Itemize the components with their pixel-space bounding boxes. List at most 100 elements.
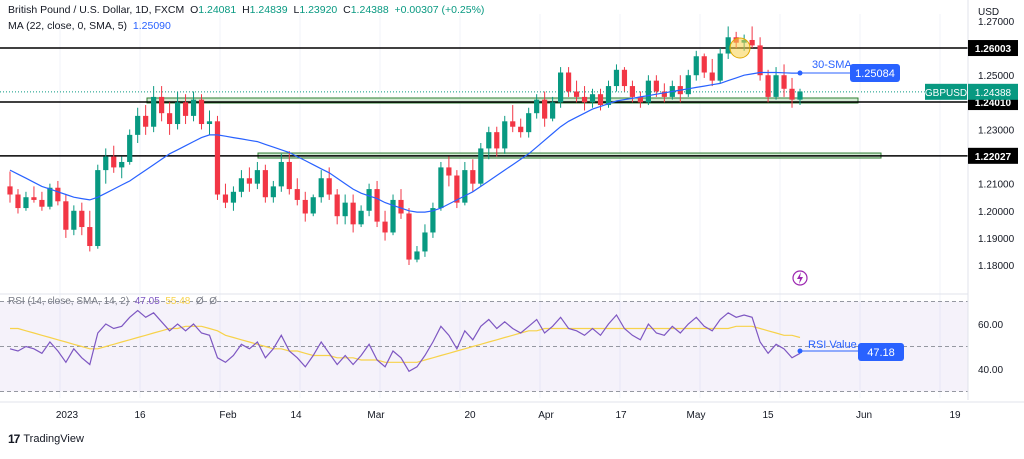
candle-body bbox=[430, 208, 436, 233]
price-tick-label: 1.19000 bbox=[978, 234, 1015, 245]
candle-body bbox=[71, 210, 77, 230]
lightning-icon bbox=[792, 270, 808, 286]
candle-body bbox=[565, 72, 572, 92]
symbol-badge-label: GBPUSD bbox=[925, 88, 967, 99]
rsi-annotation-dot bbox=[797, 348, 803, 354]
candle-body bbox=[573, 91, 580, 97]
high-label: H bbox=[242, 4, 250, 16]
candle-body bbox=[350, 202, 356, 225]
candle-body bbox=[151, 96, 157, 127]
candle-body bbox=[789, 88, 795, 100]
candle-body bbox=[15, 194, 21, 209]
candle-body bbox=[95, 170, 101, 247]
candle-body bbox=[246, 178, 252, 184]
candle-body bbox=[749, 39, 755, 46]
time-tick-label: Feb bbox=[219, 410, 237, 421]
rsi-pane: RSI Value 47.18 bbox=[0, 301, 968, 392]
time-tick-label: 20 bbox=[464, 410, 476, 421]
candle-body bbox=[111, 156, 117, 168]
time-tick-label: Mar bbox=[367, 410, 385, 421]
candle-body bbox=[494, 132, 500, 149]
tradingview-logo[interactable]: 17 TradingView bbox=[8, 432, 84, 446]
open-value: 1.24081 bbox=[198, 4, 237, 16]
candle-body bbox=[390, 199, 396, 233]
candle-body bbox=[462, 170, 468, 203]
candle-body bbox=[550, 102, 556, 119]
ma-legend-label: MA (22, close, 0, SMA, 5) bbox=[8, 20, 128, 32]
candle-body bbox=[757, 45, 763, 76]
change-value: +0.00307 (+0.25%) bbox=[394, 4, 485, 16]
candle-body bbox=[127, 134, 133, 162]
time-tick-label: 14 bbox=[290, 410, 302, 421]
candle-body bbox=[518, 126, 524, 133]
candle-body bbox=[581, 96, 588, 103]
candle-body bbox=[701, 56, 707, 73]
time-tick-label: Jun bbox=[856, 410, 872, 421]
highlight-circle bbox=[729, 37, 751, 59]
candle-body bbox=[366, 189, 372, 211]
candle-body bbox=[454, 175, 460, 203]
candle-body bbox=[406, 213, 412, 260]
price-tick-label: 1.21000 bbox=[978, 180, 1015, 191]
candle-body bbox=[486, 132, 492, 149]
candle-body bbox=[198, 99, 205, 125]
candle-body bbox=[238, 178, 245, 192]
last-price-badge-label: 1.24388 bbox=[975, 88, 1012, 99]
candle-body bbox=[534, 99, 540, 114]
candle-body bbox=[166, 113, 173, 125]
ma-legend-value: 1.25090 bbox=[132, 20, 171, 32]
level-badge-label: 1.26003 bbox=[975, 44, 1012, 55]
rsi-legend-label: RSI (14, close, SMA, 14, 2) bbox=[8, 296, 130, 307]
high-value: 1.24839 bbox=[249, 4, 288, 16]
candle-body bbox=[382, 221, 388, 233]
level-badge-label: 1.24010 bbox=[975, 98, 1012, 109]
candle-body bbox=[119, 161, 125, 168]
lightning-bolt-icon bbox=[797, 272, 803, 284]
candle-body bbox=[334, 194, 340, 217]
candle-body bbox=[135, 115, 141, 135]
candle-body bbox=[182, 102, 189, 116]
price-tick-label: 1.25000 bbox=[978, 71, 1015, 82]
ma-annotation-badge bbox=[850, 64, 900, 83]
close-value: 1.24388 bbox=[350, 4, 389, 16]
candle-body bbox=[478, 148, 484, 184]
candle-body bbox=[446, 167, 452, 176]
ma-legend: MA (22, close, 0, SMA, 5) 1.25090 bbox=[8, 20, 171, 32]
candle-body bbox=[797, 91, 803, 100]
candle-body bbox=[398, 199, 404, 214]
candle-body bbox=[438, 167, 444, 209]
ma-annotation-value: 1.25084 bbox=[855, 68, 895, 80]
candle-body bbox=[23, 197, 29, 209]
ma-line bbox=[9, 71, 800, 213]
candle-body bbox=[422, 232, 428, 252]
candle-body bbox=[318, 178, 324, 198]
candle-body bbox=[31, 197, 37, 200]
candle-body bbox=[510, 121, 516, 127]
time-tick-label: 17 bbox=[615, 410, 627, 421]
candle-body bbox=[605, 86, 612, 106]
candle-body bbox=[87, 227, 93, 247]
candle-body bbox=[262, 170, 268, 198]
price-tick-label: 1.23000 bbox=[978, 125, 1015, 136]
symbol-badge bbox=[925, 83, 967, 100]
candle-body bbox=[693, 56, 699, 76]
rsi-annotation-value: 47.18 bbox=[867, 347, 895, 359]
candle-body bbox=[302, 199, 308, 214]
candle-body bbox=[254, 170, 260, 184]
candle-body bbox=[286, 161, 292, 190]
candle-body bbox=[589, 94, 596, 103]
rsi-legend-value: 47.05 bbox=[134, 296, 160, 307]
rsi-tick-label: 40.00 bbox=[978, 365, 1003, 376]
symbol-title: British Pound / U.S. Dollar, 1D, FXCM bbox=[8, 4, 185, 16]
time-tick-label: May bbox=[687, 410, 706, 421]
price-tick-label: 1.27000 bbox=[978, 17, 1015, 28]
time-tick-label: 16 bbox=[134, 410, 146, 421]
low-label: L bbox=[293, 4, 300, 16]
candle-body bbox=[653, 80, 659, 92]
candle-body bbox=[558, 72, 564, 103]
candle-body bbox=[502, 121, 508, 149]
candle-body bbox=[621, 69, 628, 87]
